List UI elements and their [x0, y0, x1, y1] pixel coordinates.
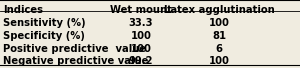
Text: 6: 6	[215, 44, 223, 54]
Text: Positive predictive  value: Positive predictive value	[3, 44, 146, 54]
Text: Specificity (%): Specificity (%)	[3, 31, 85, 41]
Text: 81: 81	[212, 31, 226, 41]
Text: Latex agglutination: Latex agglutination	[164, 5, 274, 15]
Text: Indices: Indices	[3, 5, 43, 15]
Text: 99.2: 99.2	[129, 56, 153, 66]
Text: 100: 100	[208, 18, 230, 28]
Text: Sensitivity (%): Sensitivity (%)	[3, 18, 85, 28]
Text: Wet mount: Wet mount	[110, 5, 172, 15]
Text: 33.3: 33.3	[129, 18, 153, 28]
Text: 100: 100	[208, 56, 230, 66]
Text: Negative predictive value: Negative predictive value	[3, 56, 148, 66]
Text: 100: 100	[130, 44, 152, 54]
Text: 100: 100	[130, 31, 152, 41]
